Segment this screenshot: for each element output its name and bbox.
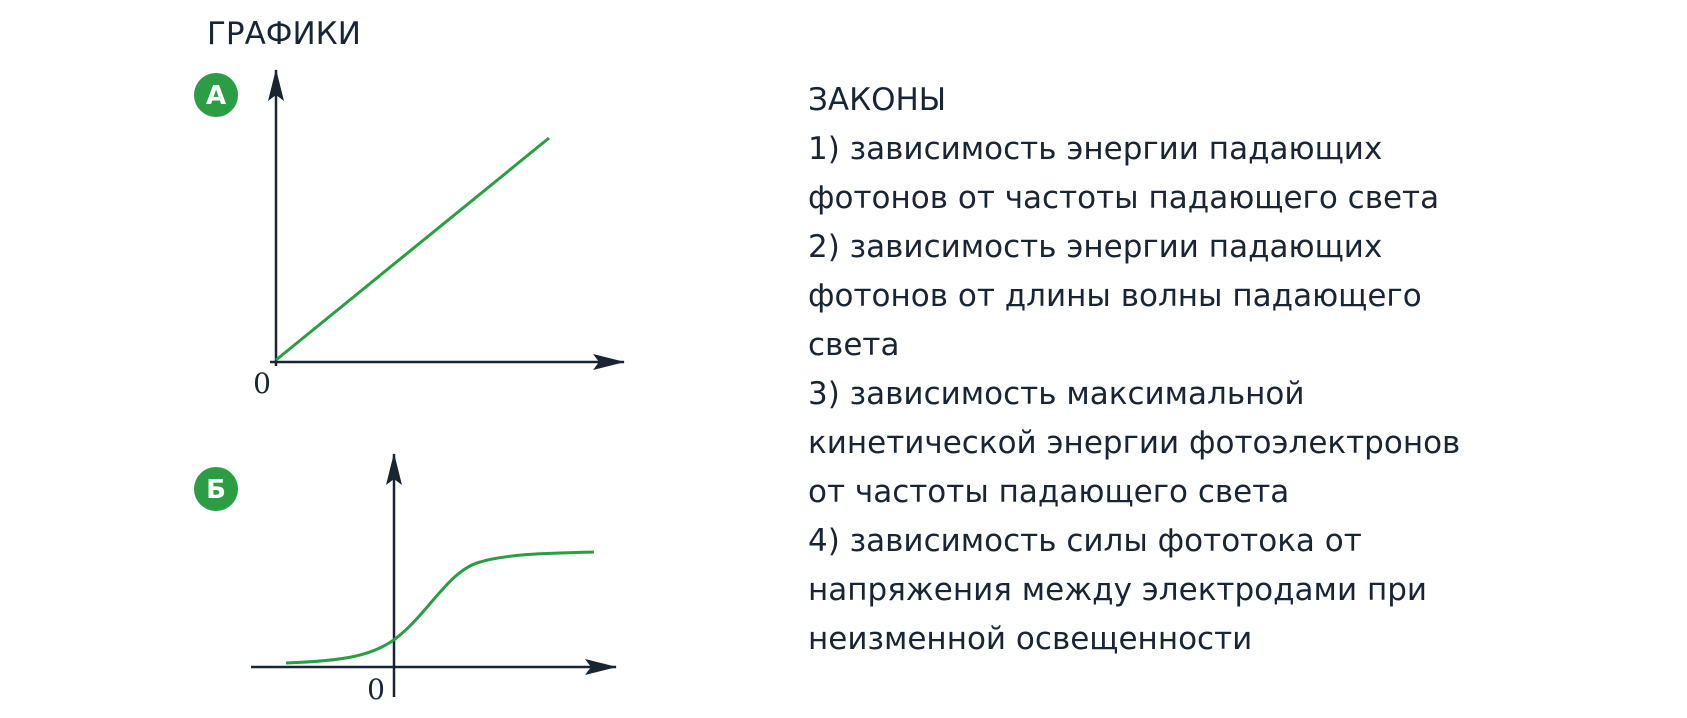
law-line: напряжения между электродами при xyxy=(808,572,1427,608)
law-line: 4) зависимость силы фототока от xyxy=(808,523,1362,559)
law-line: 2) зависимость энергии падающих xyxy=(808,229,1382,265)
graph-label: Б xyxy=(206,475,226,505)
law-line: 3) зависимость максимальной xyxy=(808,376,1304,412)
law-line: фотонов от длины волны падающего xyxy=(808,278,1422,314)
badge xyxy=(194,73,238,117)
law-line: света xyxy=(808,327,899,363)
graph-line xyxy=(275,136,550,362)
graph-label: А xyxy=(206,81,226,111)
law-line: от частоты падающего света xyxy=(808,474,1289,510)
laws-title: ЗАКОНЫ xyxy=(808,82,946,118)
laws: ЗАКОНЫ 1) зависимость энергии падающих фо… xyxy=(808,82,1460,657)
law-line: неизменной освещенности xyxy=(808,621,1252,657)
law-line: кинетической энергии фотоэлектронов xyxy=(808,425,1460,461)
law-line: 1) зависимость энергии падающих xyxy=(808,131,1382,167)
origin-label: 0 xyxy=(367,673,385,706)
badge xyxy=(194,467,238,511)
law-line: фотонов от частоты падающего света xyxy=(808,180,1439,216)
graph-curve xyxy=(285,550,595,665)
origin-label: 0 xyxy=(253,367,271,400)
graphs-title: ГРАФИКИ xyxy=(207,16,361,52)
